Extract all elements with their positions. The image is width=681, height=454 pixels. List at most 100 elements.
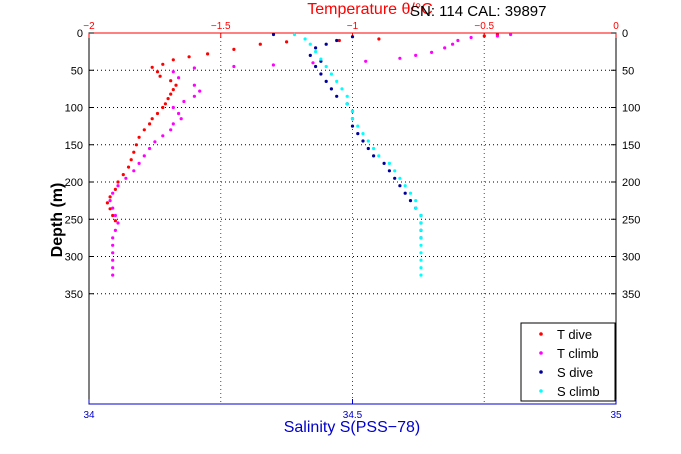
depth-tick-label-right: 250 [622,214,640,226]
depth-tick-label-right: 300 [622,252,640,264]
data-point [192,94,196,98]
legend: T dive T climb S dive S climb [520,322,616,402]
data-point [419,213,423,218]
legend-label: S dive [557,365,593,380]
data-point [132,150,136,154]
data-point [419,243,423,247]
data-point [419,228,423,232]
temperature-tick-label: −1.5 [211,21,231,32]
depth-tick-label-left: 350 [65,289,83,301]
data-point [163,102,167,106]
data-point [329,87,333,91]
series-t-dive [105,32,499,223]
data-point [419,221,423,225]
data-point [372,154,376,158]
depth-tick-label-right: 50 [622,65,634,77]
data-point [366,146,370,151]
data-point [314,50,318,54]
data-point [285,40,289,44]
legend-label: T dive [557,327,592,342]
salinity-axis-title: Salinity S(PSS−78) [284,419,421,436]
data-point [155,70,160,74]
data-point [111,266,115,270]
data-point [121,173,125,177]
depth-tick-label-left: 250 [65,214,83,226]
legend-marker [539,389,543,393]
depth-tick-label-left: 300 [65,252,83,264]
data-point [366,139,370,143]
data-point [469,35,473,40]
data-point [350,124,355,128]
data-point [419,236,423,240]
data-point [132,169,136,173]
data-point [308,53,312,58]
data-point [482,34,486,38]
data-point [372,146,376,151]
data-point [419,258,423,262]
data-point [324,64,328,69]
depth-tick-label-right: 0 [622,28,628,40]
data-point [387,161,391,165]
depth-tick-label-left: 150 [65,140,83,152]
data-point [161,62,165,66]
data-point [387,169,391,173]
data-point [169,79,173,83]
data-point [174,83,178,87]
depth-tick-label-left: 50 [71,65,83,77]
data-point [414,199,418,203]
legend-marker [539,332,543,336]
legend-marker [539,351,543,355]
data-point [314,64,318,69]
data-point [414,206,418,210]
data-point [179,117,183,121]
data-point [171,122,175,126]
data-point [361,139,365,143]
data-point [398,184,402,188]
depth-tick-label-right: 150 [622,140,640,152]
data-point [350,117,355,121]
data-point [430,50,434,55]
data-point [108,199,112,203]
data-point [232,47,236,52]
data-point [364,59,368,63]
data-point [177,76,181,80]
data-point [308,42,312,46]
data-point [150,65,154,69]
data-point [171,105,175,110]
data-point [169,92,173,96]
data-point [377,37,381,41]
data-point [419,266,423,270]
data-point [161,105,165,110]
temperature-tick-label: −1 [347,21,359,32]
data-point [153,140,157,144]
depth-axis-title: Depth (m) [49,183,66,258]
data-point [137,135,141,139]
data-point [113,187,117,191]
data-point [329,72,333,76]
data-point [116,221,120,225]
depth-tick-label-right: 100 [622,103,640,115]
data-point [113,228,117,232]
data-point [292,32,297,37]
data-point [456,38,460,43]
data-point [171,58,175,62]
data-point [451,42,455,46]
data-point [319,72,323,76]
serial-cal-label: SN: 114 CAL: 39897 [410,3,547,20]
data-point [324,42,328,46]
data-point [137,161,141,165]
tick-marks [88,32,617,404]
data-point [142,154,146,158]
data-point [111,251,115,255]
data-point [116,184,120,188]
data-point [271,63,275,67]
data-point [113,213,117,218]
depth-tick-label-right: 350 [622,289,640,301]
data-point [206,52,210,56]
data-point [113,219,117,223]
data-point [311,61,315,65]
data-point [129,158,133,162]
data-point [155,111,160,116]
